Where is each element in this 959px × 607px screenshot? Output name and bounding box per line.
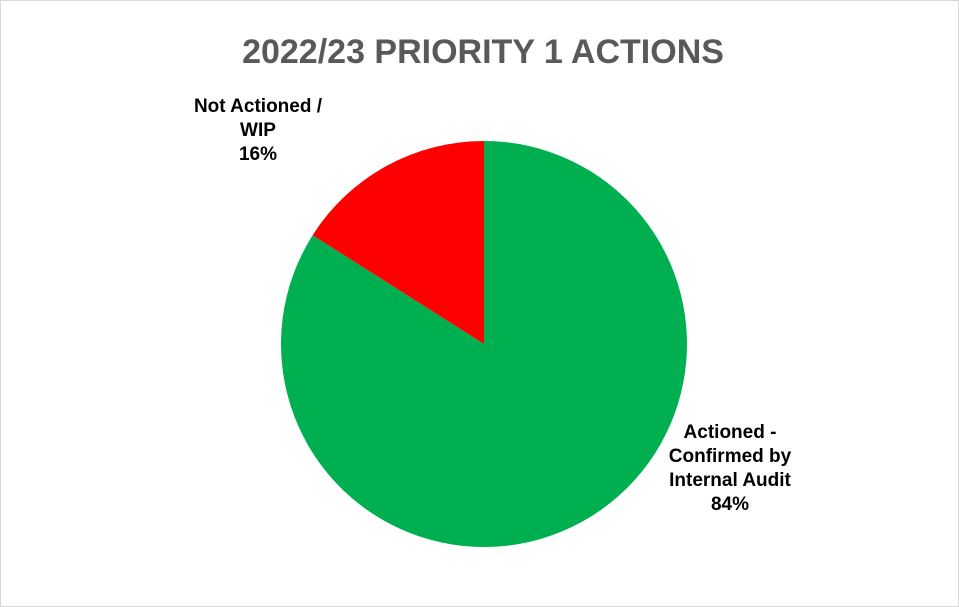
data-label-line: Not Actioned / bbox=[194, 96, 323, 117]
pie-slices bbox=[281, 141, 688, 547]
data-label: Actioned - Confirmed by Internal Audit 84% bbox=[669, 422, 792, 515]
chart-title: 2022/23 PRIORITY 1 ACTIONS bbox=[242, 33, 724, 71]
slice-label-not-actioned: Not Actioned / WIP 16% bbox=[194, 96, 323, 165]
data-label-line: WIP bbox=[240, 120, 276, 141]
data-label-percent: 84% bbox=[711, 494, 749, 515]
data-label-line: Actioned - bbox=[684, 422, 777, 443]
data-label-line: Confirmed by bbox=[669, 446, 792, 467]
slice-label-actioned: Actioned - Confirmed by Internal Audit 84% bbox=[669, 422, 792, 515]
pie-slice-actioned bbox=[281, 141, 688, 547]
data-label-line: Internal Audit bbox=[669, 470, 791, 491]
data-label-percent: 16% bbox=[239, 144, 277, 165]
pie-slice-not-actioned bbox=[312, 141, 484, 344]
data-label: Not Actioned / WIP 16% bbox=[194, 96, 323, 165]
